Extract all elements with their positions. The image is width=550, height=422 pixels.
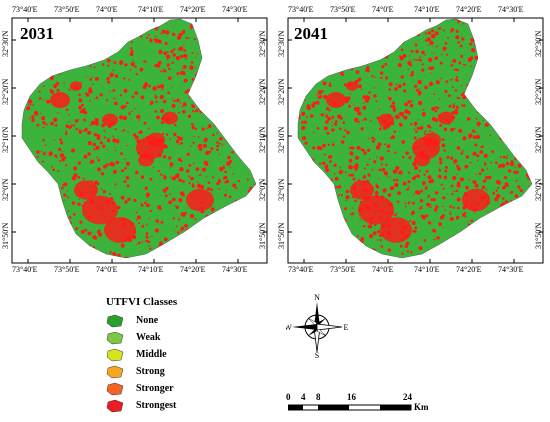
- map-year-label: 2041: [294, 24, 328, 43]
- left-latitude-label: 31°50'N: [277, 222, 286, 249]
- left-latitude-label: 32°0'N: [1, 178, 10, 201]
- bottom-longitude-label: 74°20'E: [180, 265, 206, 274]
- map-panel-2031: 2031 73°40'E 73°50'E 74°0'E 74°10'E 74°20'E 7…: [0, 0, 270, 275]
- top-longitude-label: 74°30'E: [222, 5, 248, 14]
- left-latitude-label: 32°30'N: [1, 30, 10, 57]
- legend-item: Weak: [106, 329, 177, 346]
- legend-swatch: [106, 399, 124, 412]
- right-latitude-label: 32°20'N: [534, 78, 543, 105]
- legend-item: Stronger: [106, 380, 177, 397]
- top-longitude-label: 74°10'E: [414, 5, 440, 14]
- top-longitude-label: 74°10'E: [138, 5, 164, 14]
- scale-bar: 0 4 8 16 24 Km: [286, 392, 429, 418]
- top-longitude-label: 74°30'E: [498, 5, 524, 14]
- right-latitude-label: 31°50'N: [258, 222, 267, 249]
- bottom-longitude-label: 74°10'E: [138, 265, 164, 274]
- map-panel-2041: 2041 73°40'E 73°50'E 74°0'E 74°10'E 74°20'E 7…: [276, 0, 546, 275]
- bottom-longitude-label: 73°40'E: [12, 265, 38, 274]
- bottom-longitude-label: 74°10'E: [414, 265, 440, 274]
- legend-item: Strong: [106, 363, 177, 380]
- legend-item: Middle: [106, 346, 177, 363]
- left-latitude-label: 32°20'N: [1, 78, 10, 105]
- scale-tick-label: 8: [316, 392, 321, 402]
- scale-tick-label: 4: [301, 392, 306, 402]
- left-latitude-label: 32°0'N: [277, 178, 286, 201]
- legend-swatch: [106, 331, 124, 344]
- district-map-2041: [297, 18, 533, 259]
- legend-swatch: [106, 348, 124, 361]
- right-latitude-label: 32°20'N: [258, 78, 267, 105]
- right-latitude-label: 32°0'N: [534, 178, 543, 201]
- bottom-longitude-label: 73°50'E: [54, 265, 80, 274]
- legend-swatch: [106, 365, 124, 378]
- legend-label: Weak: [136, 332, 161, 343]
- compass-e: E: [344, 323, 348, 332]
- legend-label: Stronger: [136, 383, 174, 394]
- scale-unit: Km: [414, 402, 429, 412]
- bottom-longitude-label: 74°20'E: [456, 265, 482, 274]
- compass-s: S: [315, 351, 319, 358]
- bottom-longitude-label: 74°30'E: [498, 265, 524, 274]
- north-arrow-icon: N E S W: [286, 293, 348, 358]
- district-map-2031: [21, 18, 257, 259]
- top-longitude-label: 74°0'E: [372, 5, 394, 14]
- top-longitude-label: 73°50'E: [54, 5, 80, 14]
- bottom-longitude-label: 74°30'E: [222, 265, 248, 274]
- top-longitude-label: 73°40'E: [288, 5, 314, 14]
- left-latitude-label: 32°20'N: [277, 78, 286, 105]
- right-latitude-label: 32°30'N: [534, 30, 543, 57]
- map-frame: [287, 17, 544, 264]
- bottom-longitude-label: 74°0'E: [96, 265, 118, 274]
- frame-ticks: [288, 18, 543, 263]
- right-latitude-label: 32°10'N: [534, 126, 543, 153]
- scale-bar-graphic: [288, 404, 412, 411]
- compass-w: W: [286, 323, 292, 332]
- map-year-label: 2031: [20, 24, 54, 43]
- bottom-longitude-label: 73°50'E: [330, 265, 356, 274]
- bottom-longitude-label: 73°40'E: [288, 265, 314, 274]
- frame-ticks: [12, 18, 267, 263]
- left-latitude-label: 32°30'N: [277, 30, 286, 57]
- scale-tick-label: 16: [347, 392, 356, 402]
- bottom-longitude-label: 74°0'E: [372, 265, 394, 274]
- top-longitude-label: 73°40'E: [12, 5, 38, 14]
- right-latitude-label: 32°30'N: [258, 30, 267, 57]
- right-latitude-label: 32°10'N: [258, 126, 267, 153]
- right-latitude-label: 32°0'N: [258, 178, 267, 201]
- scale-tick-label: 24: [403, 392, 412, 402]
- top-longitude-label: 74°20'E: [456, 5, 482, 14]
- left-latitude-label: 32°10'N: [1, 126, 10, 153]
- legend-label: None: [136, 315, 159, 326]
- legend-title: UTFVI Classes: [106, 296, 178, 308]
- compass-n: N: [314, 293, 320, 302]
- left-latitude-label: 31°50'N: [1, 222, 10, 249]
- legend-label: Strongest: [136, 400, 177, 411]
- legend-item: None: [106, 312, 177, 329]
- legend-label: Strong: [136, 366, 165, 377]
- legend-label: Middle: [136, 349, 167, 360]
- right-latitude-label: 31°50'N: [534, 222, 543, 249]
- top-longitude-label: 73°50'E: [330, 5, 356, 14]
- scale-tick-label: 0: [286, 392, 291, 402]
- left-latitude-label: 32°10'N: [277, 126, 286, 153]
- map-frame: [11, 17, 268, 264]
- top-longitude-label: 74°0'E: [96, 5, 118, 14]
- legend-swatch: [106, 314, 124, 327]
- top-longitude-label: 74°20'E: [180, 5, 206, 14]
- legend: UTFVI Classes None Weak Middle Strong Strong…: [106, 296, 177, 414]
- legend-item: Strongest: [106, 397, 177, 414]
- legend-swatch: [106, 382, 124, 395]
